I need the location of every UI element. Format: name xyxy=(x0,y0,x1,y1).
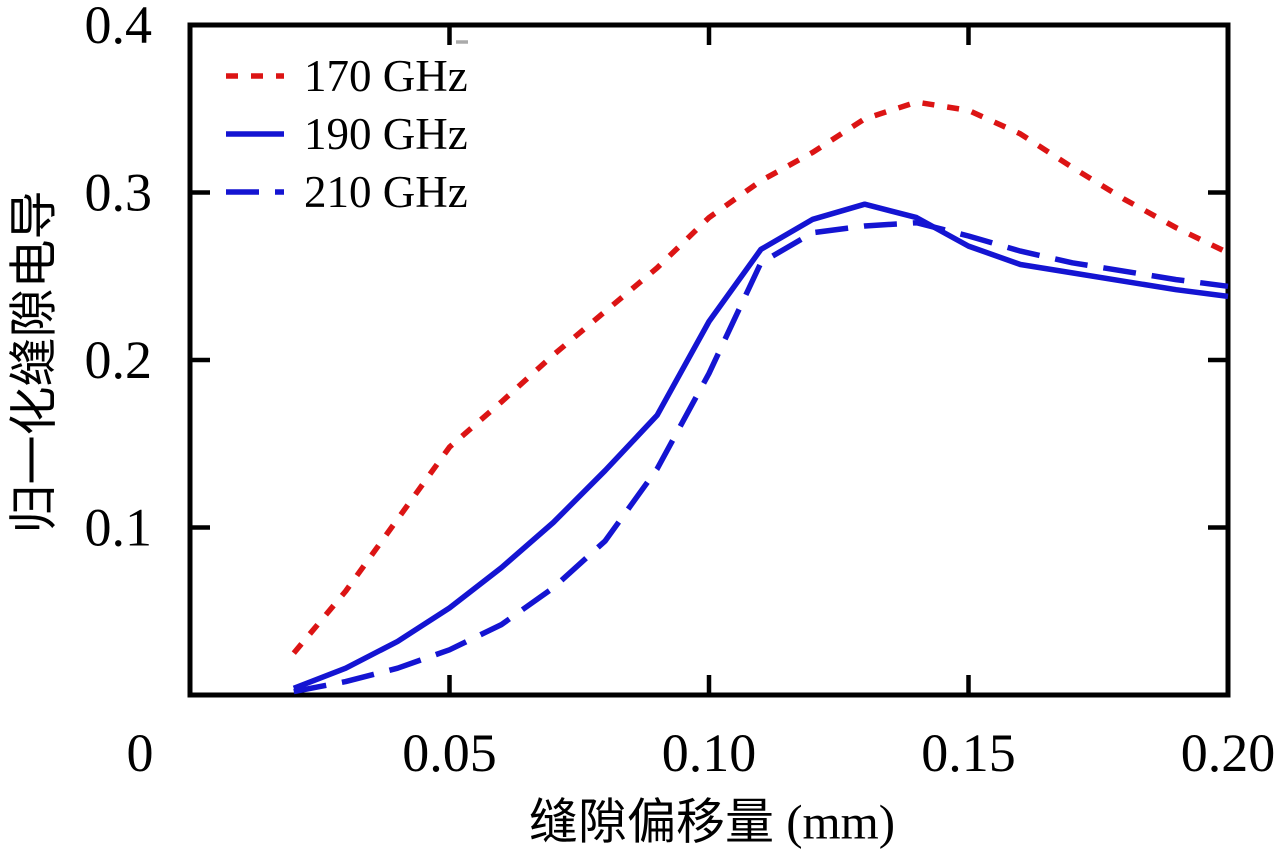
x-tick-label-2: 0.10 xyxy=(662,723,757,783)
y-axis-label: 归一化缝隙电导 xyxy=(7,190,62,533)
x-tick-label-1: 0.05 xyxy=(402,723,497,783)
series-210ghz-line xyxy=(293,219,1229,695)
series-lines xyxy=(291,99,1230,695)
legend-label-190ghz: 190 GHz xyxy=(304,109,468,159)
x-tick-labels: 0 0.05 0.10 0.15 0.20 xyxy=(127,723,1276,783)
x-tick-label-0: 0 xyxy=(127,723,154,783)
y-tick-label-2: 0.3 xyxy=(85,163,153,223)
y-tick-label-0: 0.1 xyxy=(85,498,153,558)
series-170ghz-line xyxy=(291,99,1230,655)
tick-marks xyxy=(190,25,1228,695)
y-tick-label-1: 0.2 xyxy=(85,330,153,390)
series-190ghz-line xyxy=(292,201,1229,691)
legend: 170 GHz 190 GHz 210 GHz xyxy=(226,51,468,217)
y-tick-label-3: 0.4 xyxy=(85,0,153,55)
legend-label-170ghz: 170 GHz xyxy=(304,51,468,101)
x-axis-label: 缝隙偏移量 (mm) xyxy=(529,795,895,850)
x-tick-label-4: 0.20 xyxy=(1181,723,1276,783)
legend-label-210ghz: 210 GHz xyxy=(304,167,468,217)
x-tick-label-3: 0.15 xyxy=(921,723,1016,783)
y-tick-labels: 0.1 0.2 0.3 0.4 xyxy=(85,0,153,558)
